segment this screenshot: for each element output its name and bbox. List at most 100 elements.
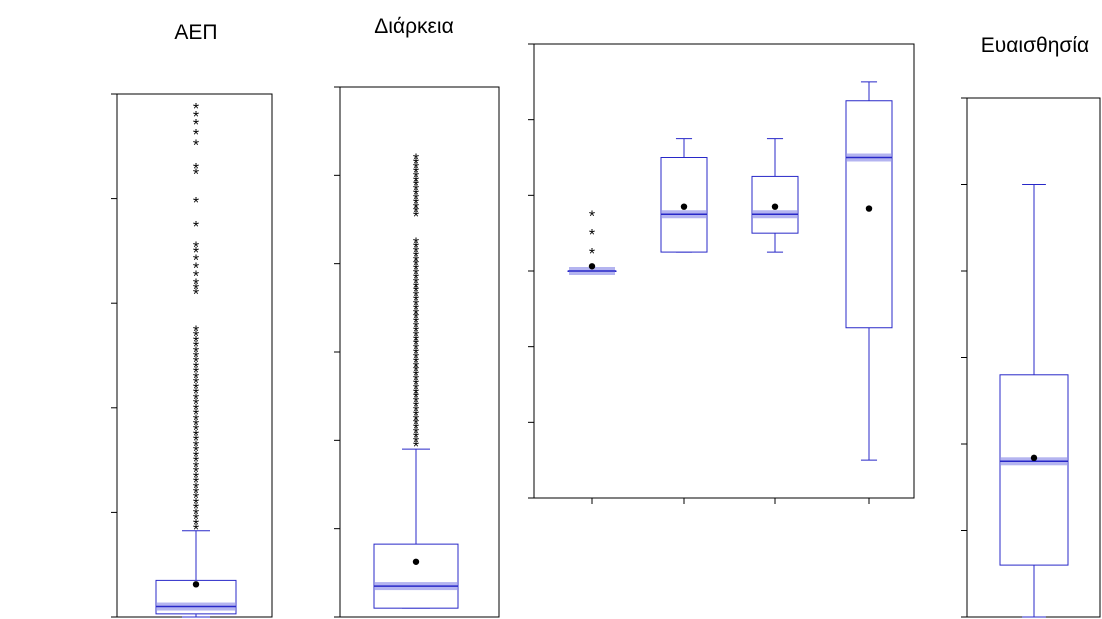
outlier-point: * [193, 412, 199, 429]
outlier-point: * [413, 439, 419, 456]
outlier-point: * [193, 219, 199, 236]
outlier-point: * [193, 381, 199, 398]
outlier-point: * [193, 391, 199, 408]
outlier-point: * [413, 342, 419, 359]
outlier-point: * [193, 459, 199, 476]
iqr-box [373, 543, 459, 609]
outlier-point: * [193, 127, 199, 144]
outlier-point: * [413, 244, 419, 261]
outlier-point: * [413, 430, 419, 447]
outlier-point: * [413, 267, 419, 284]
outlier-point: * [413, 390, 419, 407]
mean-point [1030, 454, 1038, 462]
outlier-point: * [413, 333, 419, 350]
outlier-point: * [413, 350, 419, 367]
outlier-point: * [413, 395, 419, 412]
boxplot-panel-categories: * * * [528, 43, 915, 504]
outlier-point: * [193, 360, 199, 377]
outlier-point: * [413, 324, 419, 341]
outlier-point: * [413, 240, 419, 257]
outlier-point: * [193, 339, 199, 356]
outlier-point: * [193, 329, 199, 346]
outlier-point: * [193, 117, 199, 134]
outlier-point: * [413, 174, 419, 191]
outlier-point: * [413, 355, 419, 372]
outlier-point: * [413, 368, 419, 385]
outlier-point: * [193, 512, 199, 529]
outlier-point: * [193, 407, 199, 424]
outlier-point: * [193, 480, 199, 497]
outlier-point: * [413, 156, 419, 173]
outlier-point: * [413, 320, 419, 337]
outlier-point: * [413, 328, 419, 345]
outlier-point: * [413, 262, 419, 279]
y-axis [111, 93, 117, 618]
outlier-point: * [193, 491, 199, 508]
outlier-point: * [413, 381, 419, 398]
y-axis [961, 97, 967, 618]
outlier-point: * [193, 161, 199, 178]
outlier-point: * [193, 417, 199, 434]
outlier-point: * [589, 246, 595, 263]
outlier-point: * [193, 501, 199, 518]
mean-point [588, 263, 596, 270]
outlier-point: * [193, 355, 199, 372]
y-axis [528, 43, 534, 499]
box-marks: ****************************************… [373, 152, 459, 609]
outlier-point: * [193, 245, 199, 262]
outlier-point: * [413, 293, 419, 310]
mean-point [192, 581, 200, 588]
outlier-point: * [413, 200, 419, 217]
outlier-point: * [193, 517, 199, 534]
outlier-point: * [413, 399, 419, 416]
mean-point [680, 203, 688, 210]
outlier-point: * [413, 403, 419, 420]
outlier-point: * [193, 465, 199, 482]
outlier-point: * [193, 470, 199, 487]
outlier-point: * [193, 438, 199, 455]
outlier-point: * [193, 261, 199, 278]
outlier-point: * [413, 417, 419, 434]
outlier-point: * [413, 249, 419, 266]
outlier-point: * [589, 227, 595, 244]
outlier-point: * [589, 208, 595, 225]
outlier-point: * [193, 454, 199, 471]
boxplot-panel-duration: Διάρκεια *******************************… [334, 15, 500, 618]
outlier-point: * [193, 323, 199, 340]
outlier-point: * [413, 386, 419, 403]
outlier-point: * [413, 346, 419, 363]
mean-point [865, 205, 873, 212]
outlier-point: * [193, 423, 199, 440]
outlier-point: * [193, 253, 199, 270]
outlier-point: * [413, 187, 419, 204]
outlier-point: * [193, 350, 199, 367]
outlier-point: * [413, 315, 419, 332]
outlier-point: * [193, 386, 199, 403]
outlier-point: * [193, 428, 199, 445]
outlier-point: * [193, 334, 199, 351]
outlier-point: * [413, 311, 419, 328]
outlier-point: * [413, 289, 419, 306]
outlier-point: * [193, 287, 199, 304]
chart-title: Ευαισθησία [981, 34, 1089, 57]
outlier-point: * [413, 306, 419, 323]
outlier-point: * [413, 209, 419, 226]
outlier-point: * [413, 178, 419, 195]
outlier-point: * [413, 275, 419, 292]
outlier-point: * [413, 373, 419, 390]
outlier-point: * [413, 359, 419, 376]
outlier-point: * [413, 253, 419, 270]
outlier-point: * [193, 276, 199, 293]
outlier-point: * [193, 506, 199, 523]
boxplot-panel-gdp: ΑΕΠ ************************************… [111, 21, 273, 618]
y-axis [334, 86, 340, 618]
outlier-point: * [413, 169, 419, 186]
outlier-point: * [193, 240, 199, 257]
outlier-point: * [193, 138, 199, 155]
outlier-point: * [413, 426, 419, 443]
outlier-point: * [413, 280, 419, 297]
outlier-point: * [413, 284, 419, 301]
outlier-point: * [193, 370, 199, 387]
outlier-point: * [413, 364, 419, 381]
